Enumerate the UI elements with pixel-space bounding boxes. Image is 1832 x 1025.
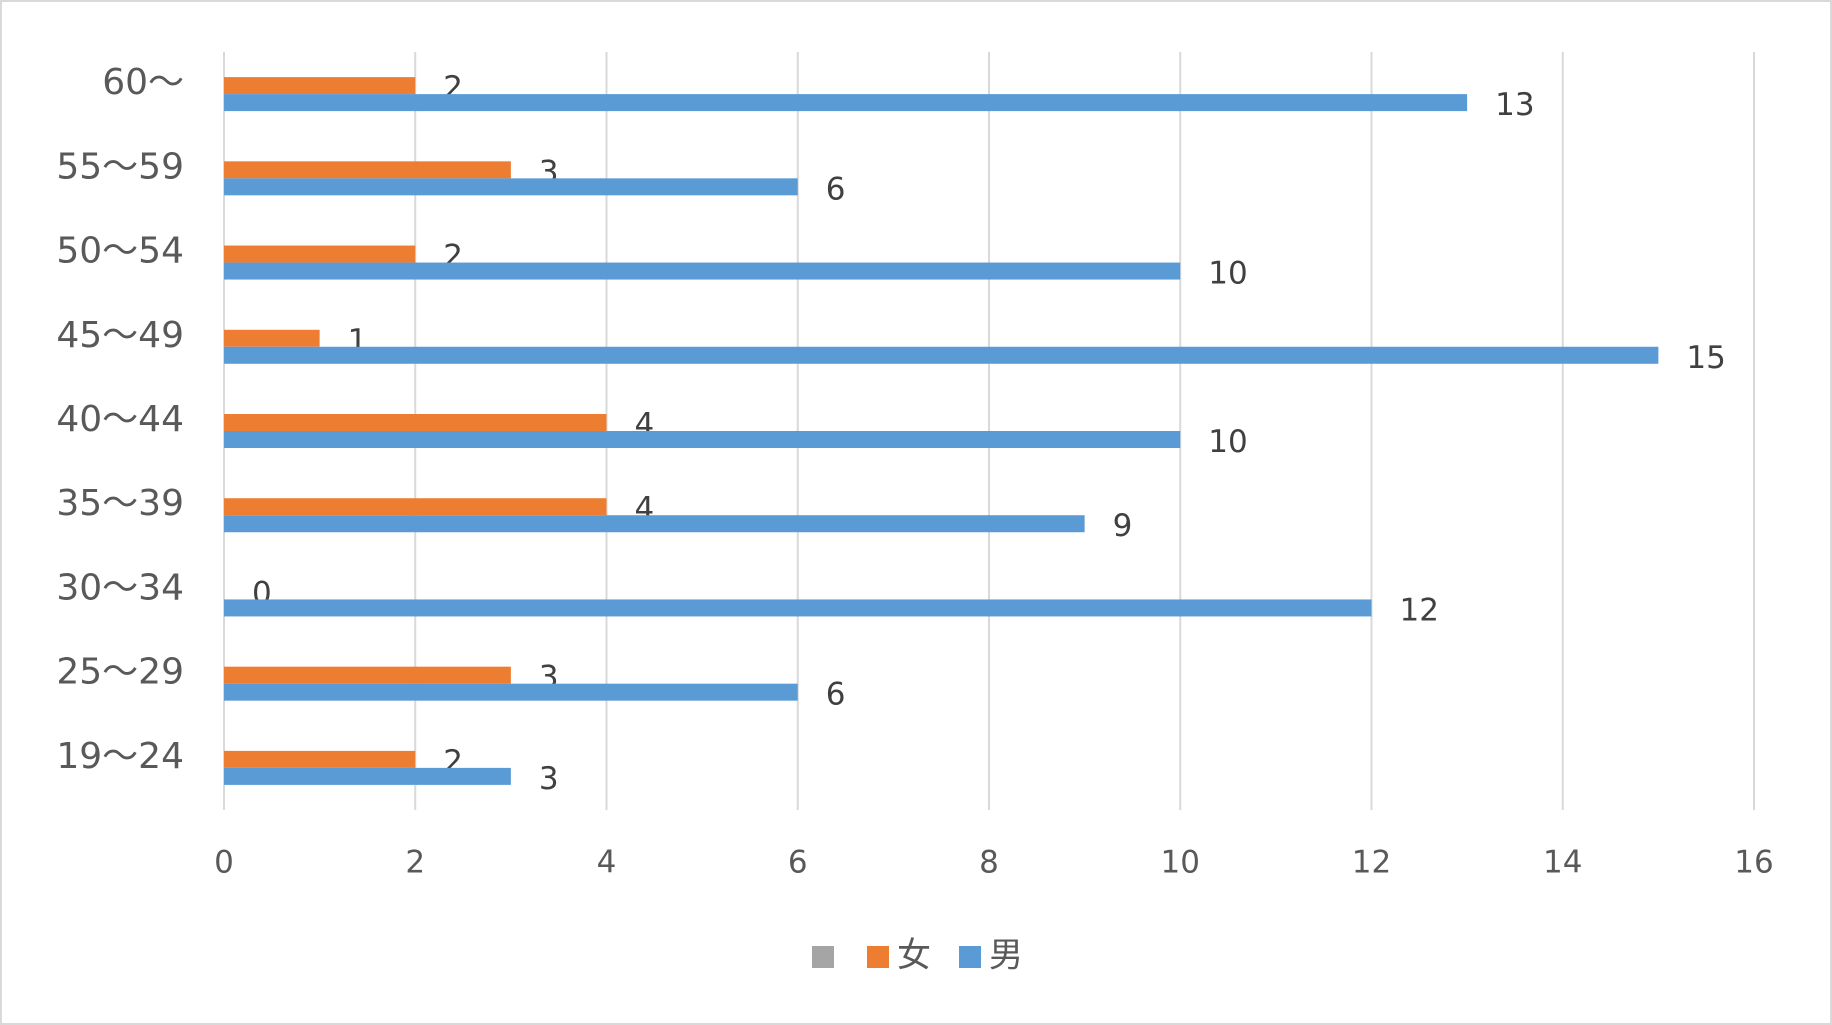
bar <box>224 750 416 768</box>
legend-label: 男 <box>989 936 1023 976</box>
x-tick-label: 4 <box>597 845 617 881</box>
bar <box>224 515 1085 533</box>
bar <box>224 498 607 516</box>
y-tick-label: 30～34 <box>56 567 184 608</box>
bar <box>224 329 320 347</box>
bar <box>224 414 607 431</box>
x-tick-label: 8 <box>979 845 999 881</box>
bar <box>224 262 1181 280</box>
x-tick-label: 6 <box>788 845 808 881</box>
bar <box>224 77 416 95</box>
x-tick-label: 12 <box>1352 845 1391 881</box>
bar <box>224 599 1372 617</box>
y-tick-label: 19～24 <box>56 736 184 777</box>
data-label: 10 <box>1208 256 1247 292</box>
x-tick-label: 10 <box>1161 845 1200 881</box>
bar <box>224 431 1181 448</box>
bar <box>224 178 798 196</box>
y-tick-label: 45～49 <box>56 315 184 356</box>
data-label: 10 <box>1208 424 1247 460</box>
bar <box>224 767 511 785</box>
bar <box>224 346 1659 364</box>
bar <box>224 245 416 263</box>
data-label: 15 <box>1686 340 1725 376</box>
y-tick-label: 50～54 <box>56 231 184 272</box>
data-label: 6 <box>826 677 846 713</box>
x-tick-label: 0 <box>214 845 234 881</box>
data-label: 6 <box>826 171 846 207</box>
y-tick-label: 25～29 <box>56 652 184 693</box>
bar <box>224 161 511 179</box>
y-tick-label: 60～ <box>102 62 184 103</box>
bar <box>224 666 511 684</box>
data-label: 9 <box>1113 508 1133 544</box>
data-label: 12 <box>1400 592 1439 628</box>
legend-swatch <box>812 946 834 968</box>
y-tick-label: 40～44 <box>56 399 184 440</box>
legend-label: 女 <box>897 936 931 976</box>
legend-swatch <box>959 946 981 968</box>
x-tick-label: 14 <box>1543 845 1582 881</box>
y-tick-label: 35～39 <box>56 483 184 524</box>
data-label: 13 <box>1495 87 1534 123</box>
x-tick-label: 2 <box>405 845 425 881</box>
legend-swatch <box>867 946 889 968</box>
x-tick-label: 16 <box>1734 845 1773 881</box>
bar <box>224 94 1468 112</box>
y-tick-label: 55～59 <box>56 146 184 187</box>
bar <box>224 683 798 701</box>
data-label: 3 <box>539 761 559 797</box>
